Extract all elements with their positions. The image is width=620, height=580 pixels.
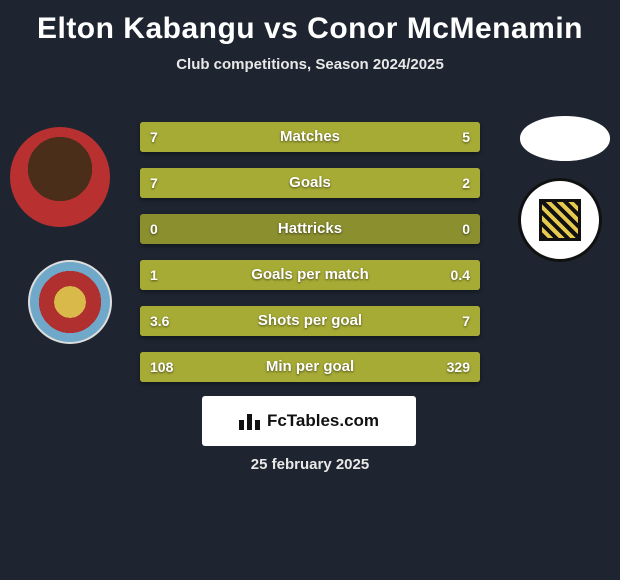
stat-row: 10.4Goals per match [140,260,480,290]
page-title: Elton Kabangu vs Conor McMenamin [0,0,620,46]
club-badge-left [28,260,112,344]
date-label: 25 february 2025 [0,456,620,473]
subtitle: Club competitions, Season 2024/2025 [0,56,620,73]
branding-badge: FcTables.com [202,396,416,446]
branding-icon [239,412,261,430]
stat-row: 00Hattricks [140,214,480,244]
stat-row: 72Goals [140,168,480,198]
player-left-face [10,127,110,227]
stat-label: Goals [140,168,480,198]
stat-row: 108329Min per goal [140,352,480,382]
stats-panel: 75Matches 72Goals 00Hattricks 10.4Goals per… [140,122,480,398]
player-right-avatar [520,116,610,161]
stat-label: Shots per goal [140,306,480,336]
stat-label: Hattricks [140,214,480,244]
stat-label: Min per goal [140,352,480,382]
stat-row: 3.67Shots per goal [140,306,480,336]
player-left-avatar [10,127,110,227]
stat-row: 75Matches [140,122,480,152]
branding-text: FcTables.com [267,411,379,431]
stat-label: Goals per match [140,260,480,290]
club-badge-right [518,178,602,262]
stat-label: Matches [140,122,480,152]
